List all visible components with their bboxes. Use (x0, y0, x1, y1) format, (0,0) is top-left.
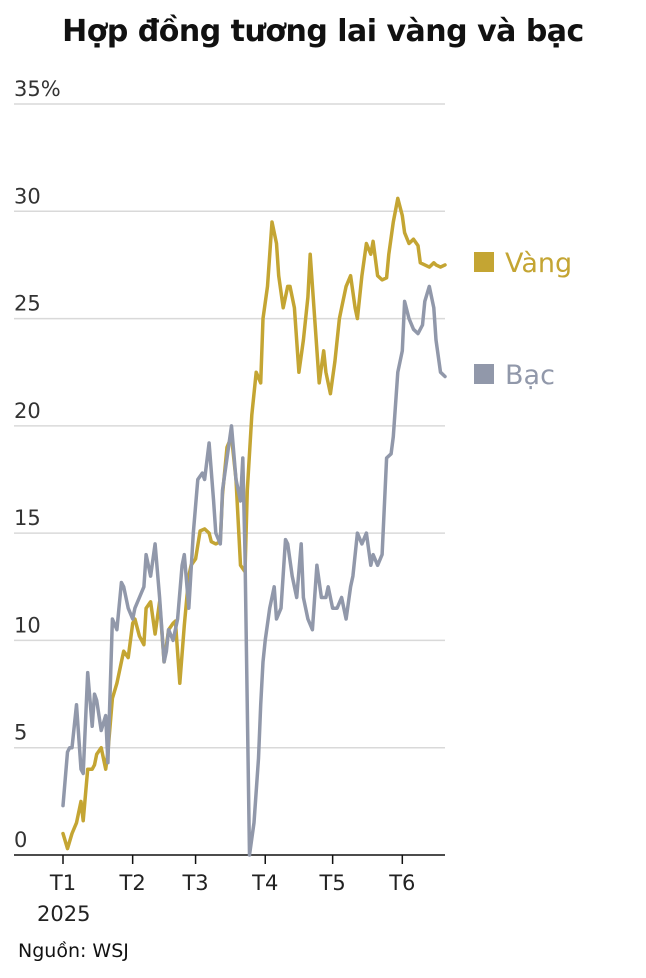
y-tick-label: 0 (14, 828, 27, 852)
year-label: 2025 (37, 902, 90, 926)
x-tick-label: T3 (181, 871, 208, 895)
x-tick-label: T2 (119, 871, 146, 895)
legend-label: Bạc (505, 360, 555, 391)
x-tick-label: T4 (251, 871, 278, 895)
x-tick-label: T1 (49, 871, 76, 895)
series-line-gold (61, 196, 447, 851)
source-note: Nguồn: WSJ (18, 940, 129, 962)
y-tick-label: 30 (14, 184, 41, 208)
series-line-silver (61, 284, 447, 857)
y-tick-label: 25 (14, 292, 41, 316)
y-tick-label: 15 (14, 506, 41, 530)
legend-swatch (474, 252, 494, 272)
y-tick-label: 5 (14, 721, 27, 745)
legend: Vàng Bạc (474, 248, 572, 391)
series-lines (61, 196, 447, 857)
y-tick-label: 10 (14, 613, 41, 637)
chart-title: Hợp đồng tương lai vàng và bạc (62, 14, 584, 49)
y-axis-ticks: 0 5 10 15 20 25 30 35% (14, 77, 61, 852)
y-tick-label: 35% (14, 77, 61, 101)
x-axis: T1 T2 T3 T4 T5 T6 2025 (14, 854, 445, 926)
x-tick-label: T5 (319, 871, 346, 895)
grid-lines (14, 103, 445, 749)
y-tick-label: 20 (14, 399, 41, 423)
legend-label: Vàng (505, 248, 572, 279)
x-tick-label: T6 (388, 871, 415, 895)
legend-swatch (474, 364, 494, 384)
